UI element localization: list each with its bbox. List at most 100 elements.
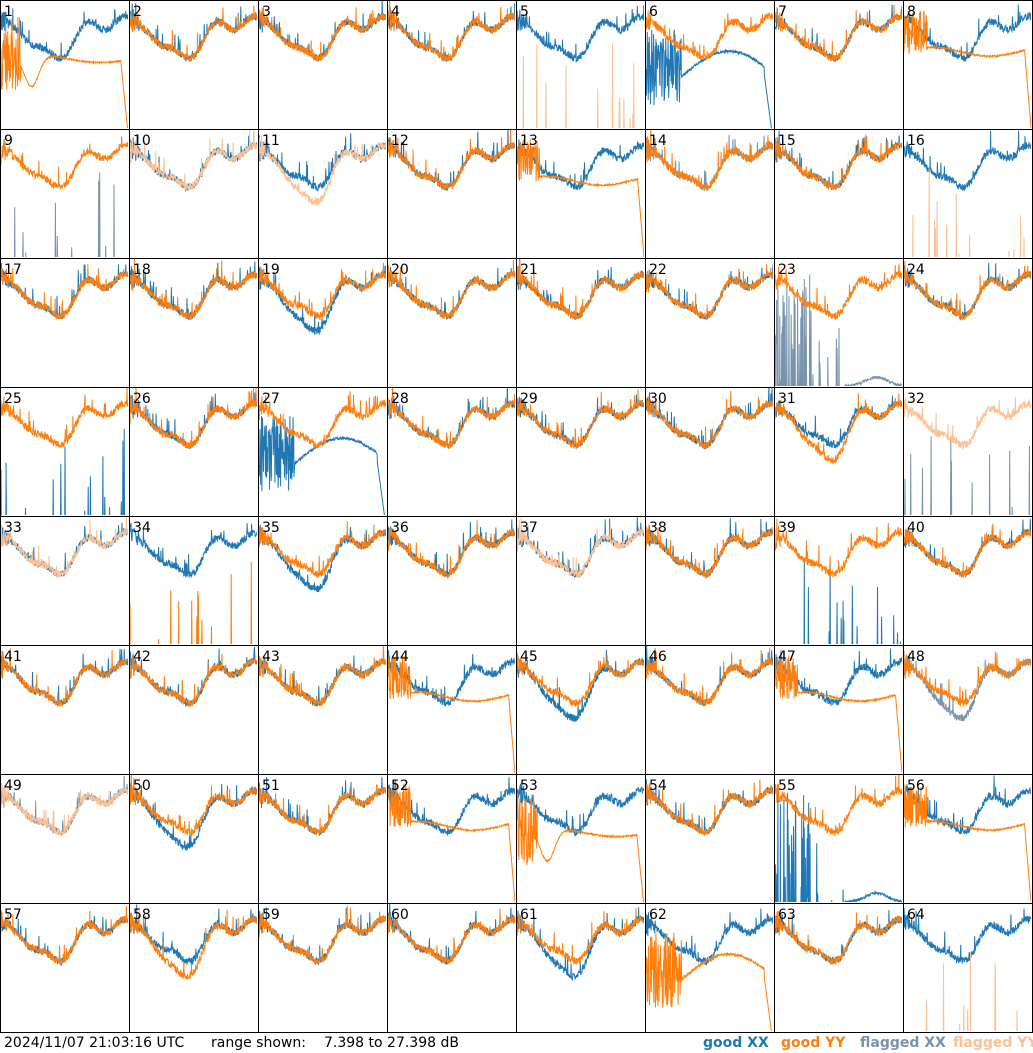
panel-46: 46 bbox=[645, 645, 775, 775]
series-good-yy-panel-47 bbox=[775, 655, 902, 773]
panel-frame bbox=[387, 0, 517, 130]
timestamp: 2024/11/07 21:03:16 UTC bbox=[4, 1035, 185, 1051]
series-good-yy-panel-7 bbox=[775, 4, 902, 62]
series-good-yy-panel-3 bbox=[259, 7, 386, 62]
panel-label: 12 bbox=[391, 133, 409, 149]
panel-label: 36 bbox=[391, 520, 409, 536]
panel-label: 43 bbox=[262, 649, 280, 665]
series-flagged-yy-panel-49 bbox=[1, 782, 128, 836]
panel-label: 5 bbox=[520, 4, 529, 20]
panel-label: 51 bbox=[262, 778, 280, 794]
panel-58: 58 bbox=[129, 903, 259, 1033]
panel-label: 64 bbox=[907, 907, 925, 923]
series-good-xx-panel-6 bbox=[646, 29, 772, 128]
panel-label: 52 bbox=[391, 778, 409, 794]
panel-28: 28 bbox=[387, 387, 517, 517]
series-flagged-yy-panel-32 bbox=[904, 397, 1031, 450]
panel-label: 49 bbox=[4, 778, 22, 794]
panel-label: 7 bbox=[778, 4, 787, 20]
panel-label: 10 bbox=[133, 133, 151, 149]
series-good-yy-panel-38 bbox=[646, 524, 773, 579]
panel-33: 33 bbox=[0, 516, 130, 646]
panel-14: 14 bbox=[645, 129, 775, 259]
range-text: 7.398 to 27.398 dB bbox=[324, 1035, 459, 1051]
panel-label: 26 bbox=[133, 391, 151, 407]
panel-label: 6 bbox=[649, 4, 658, 20]
series-good-yy-panel-34 bbox=[130, 561, 253, 644]
series-flagged-xx-panel-32 bbox=[904, 436, 1031, 515]
panel-label: 35 bbox=[262, 520, 280, 536]
panel-label: 54 bbox=[649, 778, 667, 794]
panel-frame bbox=[0, 129, 130, 259]
series-good-yy-panel-39 bbox=[775, 518, 902, 578]
panel-label: 57 bbox=[4, 907, 22, 923]
legend-flagged-yy: flagged YY bbox=[953, 1035, 1033, 1051]
panel-60: 60 bbox=[387, 903, 517, 1033]
panel-label: 14 bbox=[649, 133, 667, 149]
panel-55: 55 bbox=[774, 774, 904, 904]
series-good-yy-panel-12 bbox=[388, 130, 515, 190]
panel-frame bbox=[129, 0, 259, 130]
panel-56: 56 bbox=[903, 774, 1033, 904]
series-good-yy-panel-18 bbox=[130, 259, 257, 321]
series-good-xx-panel-27 bbox=[259, 416, 385, 515]
panel-27: 27 bbox=[258, 387, 388, 517]
panel-45: 45 bbox=[516, 645, 646, 775]
series-good-yy-panel-46 bbox=[646, 647, 773, 708]
series-good-yy-panel-9 bbox=[1, 136, 128, 190]
series-good-yy-panel-56 bbox=[904, 784, 1031, 902]
panel-frame bbox=[774, 0, 904, 130]
panel-18: 18 bbox=[129, 258, 259, 388]
panel-label: 32 bbox=[907, 391, 925, 407]
series-good-yy-panel-24 bbox=[904, 261, 1031, 321]
panel-64: 64 bbox=[903, 903, 1033, 1033]
panel-label: 39 bbox=[778, 520, 796, 536]
panel-label: 4 bbox=[391, 4, 400, 20]
panel-label: 2 bbox=[133, 4, 142, 20]
series-good-yy-panel-57 bbox=[1, 905, 128, 967]
panel-54: 54 bbox=[645, 774, 775, 904]
panel-label: 38 bbox=[649, 520, 667, 536]
panel-34: 34 bbox=[129, 516, 259, 646]
panel-37: 37 bbox=[516, 516, 646, 646]
panel-label: 9 bbox=[4, 133, 13, 149]
panel-62: 62 bbox=[645, 903, 775, 1033]
panel-3: 3 bbox=[258, 0, 388, 130]
legend-good-xx: good XX bbox=[703, 1035, 769, 1051]
panel-6: 6 bbox=[645, 0, 775, 130]
panel-label: 62 bbox=[649, 907, 667, 923]
series-good-yy-panel-61 bbox=[517, 908, 644, 965]
series-flagged-xx-panel-23 bbox=[775, 274, 902, 386]
series-good-yy-panel-8 bbox=[904, 9, 1031, 128]
series-good-yy-panel-19 bbox=[259, 262, 386, 321]
panel-8: 8 bbox=[903, 0, 1033, 130]
legend-good-yy: good YY bbox=[781, 1035, 846, 1051]
panel-label: 8 bbox=[907, 4, 916, 20]
series-good-yy-panel-31 bbox=[775, 393, 902, 465]
panel-4: 4 bbox=[387, 0, 517, 130]
panel-2: 2 bbox=[129, 0, 259, 130]
panel-9: 9 bbox=[0, 129, 130, 259]
series-good-yy-panel-59 bbox=[259, 905, 386, 965]
panel-41: 41 bbox=[0, 645, 130, 775]
series-good-xx-panel-16 bbox=[904, 130, 1031, 193]
panel-13: 13 bbox=[516, 129, 646, 259]
series-good-yy-panel-1 bbox=[1, 17, 128, 128]
panel-1: 1 bbox=[0, 0, 130, 130]
panel-36: 36 bbox=[387, 516, 517, 646]
panel-label: 24 bbox=[907, 262, 925, 278]
panel-5: 5 bbox=[516, 0, 646, 130]
panel-label: 46 bbox=[649, 649, 667, 665]
panel-50: 50 bbox=[129, 774, 259, 904]
series-good-yy-panel-29 bbox=[517, 389, 644, 449]
panel-20: 20 bbox=[387, 258, 517, 388]
panel-label: 53 bbox=[520, 778, 538, 794]
panel-30: 30 bbox=[645, 387, 775, 517]
panel-44: 44 bbox=[387, 645, 517, 775]
series-flagged-yy-panel-33 bbox=[1, 517, 128, 579]
series-good-yy-panel-53 bbox=[517, 792, 644, 902]
panel-label: 15 bbox=[778, 133, 796, 149]
panel-47: 47 bbox=[774, 645, 904, 775]
series-flagged-yy-panel-11 bbox=[259, 135, 386, 206]
